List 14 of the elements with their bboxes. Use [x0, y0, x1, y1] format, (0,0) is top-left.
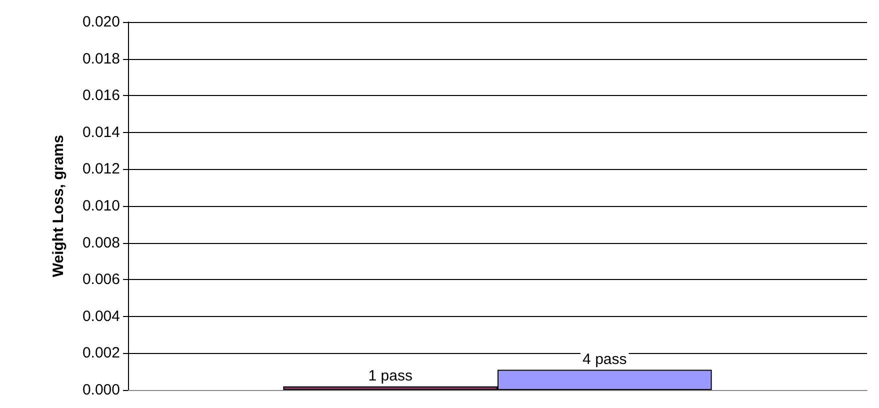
y-tick-label: 0.000 [82, 382, 120, 398]
y-tick-label: 0.018 [82, 50, 120, 68]
y-tick-label: 0.010 [82, 198, 120, 214]
series-label: 1 pass [368, 367, 412, 384]
y-tick-label: 0.012 [82, 160, 120, 178]
y-axis-title: Weight Loss, grams [50, 134, 67, 278]
series-label: 4 pass [582, 350, 627, 368]
y-tick-label: 0.002 [82, 344, 120, 362]
y-tick-label: 0.020 [82, 14, 120, 30]
y-tick-label: 0.004 [82, 308, 120, 325]
y-tick-label: 0.014 [82, 124, 120, 141]
y-tick-label: 0.016 [82, 87, 120, 104]
y-tick-label: 0.008 [82, 234, 120, 252]
y-tick-label: 0.006 [82, 271, 120, 288]
